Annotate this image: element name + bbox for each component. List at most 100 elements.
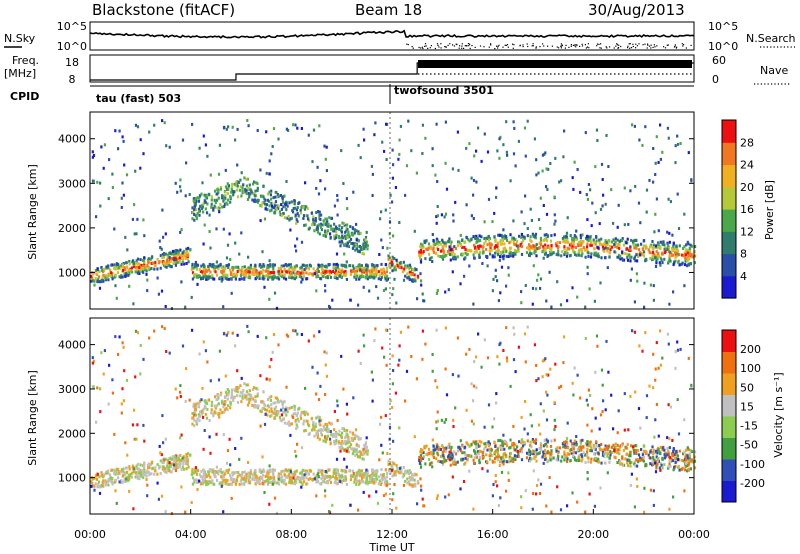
power-cell (143, 234, 146, 238)
velocity-cell (520, 446, 523, 450)
velocity-cell (271, 469, 275, 473)
velocity-cell (345, 483, 348, 486)
power-cell (259, 219, 262, 223)
power-cell (549, 239, 553, 243)
power-cell (131, 217, 134, 221)
power-cell (586, 272, 589, 276)
velocity-cell (225, 469, 228, 473)
power-cell (241, 189, 244, 193)
power-cell (353, 275, 356, 279)
velocity-cell (442, 453, 445, 457)
power-cell (300, 265, 303, 269)
power-cell (512, 252, 515, 255)
power-cell (436, 289, 439, 293)
power-cell (326, 276, 329, 280)
velocity-cell (477, 444, 480, 448)
power-cell (438, 241, 441, 244)
power-cell (600, 256, 603, 260)
power-cell (420, 253, 423, 257)
velocity-cell (544, 454, 547, 458)
nsearch-dot (606, 47, 608, 49)
velocity-cell (597, 460, 600, 464)
velocity-cell (264, 480, 267, 483)
power-cell (295, 208, 298, 212)
power-cell (257, 198, 260, 202)
power-cell (690, 178, 693, 182)
power-cell (618, 243, 621, 247)
power-cell (304, 181, 307, 185)
velocity-cell (259, 475, 262, 479)
velocity-cell (341, 441, 345, 445)
power-cell (632, 241, 635, 245)
nsearch-dot (497, 47, 499, 49)
velocity-cell (180, 458, 183, 462)
power-cell (92, 179, 95, 183)
velocity-cell (543, 458, 547, 461)
power-cell (535, 173, 538, 177)
power-cell (661, 261, 664, 265)
velocity-cell (156, 463, 159, 467)
power-cell (456, 130, 459, 134)
nsearch-dot (560, 47, 562, 49)
velocity-cell (293, 481, 296, 485)
power-cell (563, 253, 566, 257)
velocity-cell (95, 477, 98, 481)
velocity-cell (412, 473, 415, 477)
power-cell (581, 252, 584, 256)
power-cell (340, 270, 344, 273)
power-cell (497, 247, 500, 251)
velocity-cell (386, 472, 389, 476)
velocity-cell (592, 443, 595, 447)
velocity-cell (550, 449, 553, 453)
velocity-cell (457, 445, 460, 449)
power-cell (660, 258, 663, 262)
power-cell (418, 253, 421, 257)
power-cell (517, 139, 520, 143)
velocity-cell (277, 475, 280, 479)
power-cell (661, 242, 664, 246)
velocity-cell (153, 469, 157, 473)
velocity-cell (104, 481, 107, 485)
power-cell (307, 272, 310, 276)
velocity-cell (517, 452, 520, 456)
power-cell (549, 162, 552, 165)
velocity-cell (254, 475, 257, 479)
power-cell (204, 207, 207, 211)
velocity-cell (299, 414, 302, 418)
velocity-cell (178, 461, 182, 465)
power-cell (507, 255, 510, 258)
power-cell (494, 268, 497, 272)
velocity-cell (354, 474, 357, 478)
power-cell (563, 238, 566, 242)
power-cell (498, 137, 501, 141)
velocity-cell (230, 388, 234, 392)
power-cell (637, 252, 640, 256)
power-cell (272, 270, 276, 274)
power-cell (491, 255, 494, 259)
velocity-cell (512, 460, 515, 463)
velocity-cell (657, 448, 660, 452)
velocity-cell (565, 440, 568, 444)
power-cell (260, 265, 264, 269)
velocity-cell (301, 473, 304, 477)
nsearch-dot (629, 47, 631, 49)
power-cell (418, 256, 422, 260)
power-cell (649, 283, 652, 287)
power-cell (565, 254, 569, 258)
velocity-cell (444, 449, 448, 453)
power-cell (503, 254, 506, 258)
power-cell (236, 127, 239, 131)
power-cell (645, 246, 648, 250)
velocity-cell (321, 480, 324, 484)
power-cell (531, 302, 534, 306)
velocity-cell (293, 470, 296, 474)
velocity-cell (546, 439, 549, 443)
power-cell (590, 252, 593, 256)
velocity-cell (499, 446, 502, 450)
power-cell (103, 143, 106, 147)
velocity-cell (320, 477, 323, 481)
power-cell (495, 250, 498, 254)
velocity-cell (359, 451, 362, 455)
power-cell (379, 217, 382, 221)
velocity-cell (304, 429, 307, 432)
